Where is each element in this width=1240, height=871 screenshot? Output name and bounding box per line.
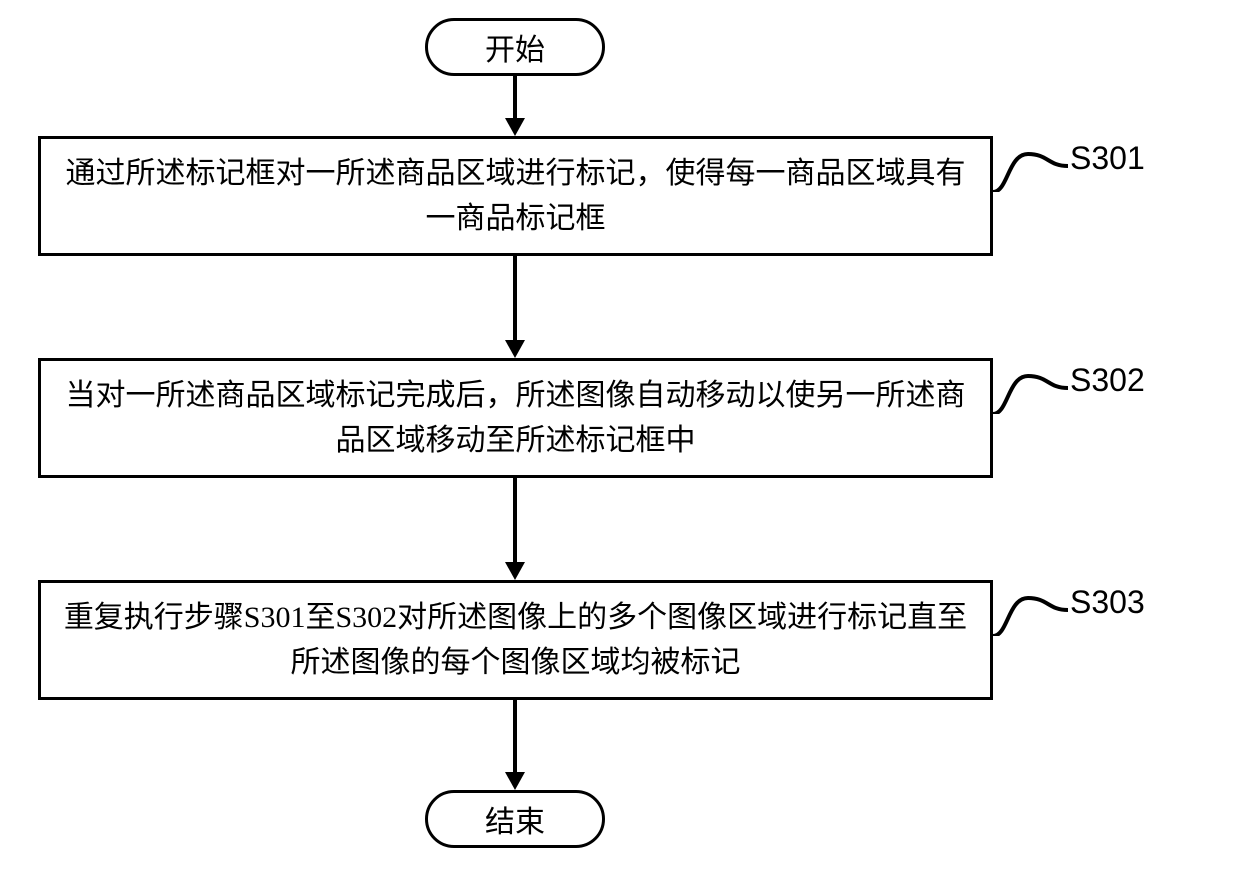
start-node: 开始: [425, 18, 605, 76]
edge-s302-s303: [513, 478, 517, 580]
edge-s303-end: [513, 700, 517, 790]
end-label: 结束: [485, 797, 545, 841]
process-s301: 通过所述标记框对一所述商品区域进行标记，使得每一商品区域具有一商品标记框: [38, 136, 993, 256]
process-s302-text: 当对一所述商品区域标记完成后，所述图像自动移动以使另一所述商品区域移动至所述标记…: [61, 373, 970, 463]
process-s303: 重复执行步骤S301至S302对所述图像上的多个图像区域进行标记直至所述图像的每…: [38, 580, 993, 700]
edge-start-s301: [513, 76, 517, 136]
process-s301-text: 通过所述标记框对一所述商品区域进行标记，使得每一商品区域具有一商品标记框: [61, 151, 970, 241]
end-node: 结束: [425, 790, 605, 848]
step-label-s301: S301: [1070, 140, 1145, 177]
bracket-s302: [993, 370, 1068, 414]
bracket-s301: [993, 148, 1068, 192]
process-s302: 当对一所述商品区域标记完成后，所述图像自动移动以使另一所述商品区域移动至所述标记…: [38, 358, 993, 478]
flowchart-container: 开始 通过所述标记框对一所述商品区域进行标记，使得每一商品区域具有一商品标记框 …: [0, 0, 1240, 871]
edge-s301-s302: [513, 256, 517, 358]
process-s303-text: 重复执行步骤S301至S302对所述图像上的多个图像区域进行标记直至所述图像的每…: [61, 595, 970, 685]
start-label: 开始: [485, 25, 545, 69]
step-label-s302: S302: [1070, 362, 1145, 399]
step-label-s303: S303: [1070, 584, 1145, 621]
bracket-s303: [993, 592, 1068, 636]
